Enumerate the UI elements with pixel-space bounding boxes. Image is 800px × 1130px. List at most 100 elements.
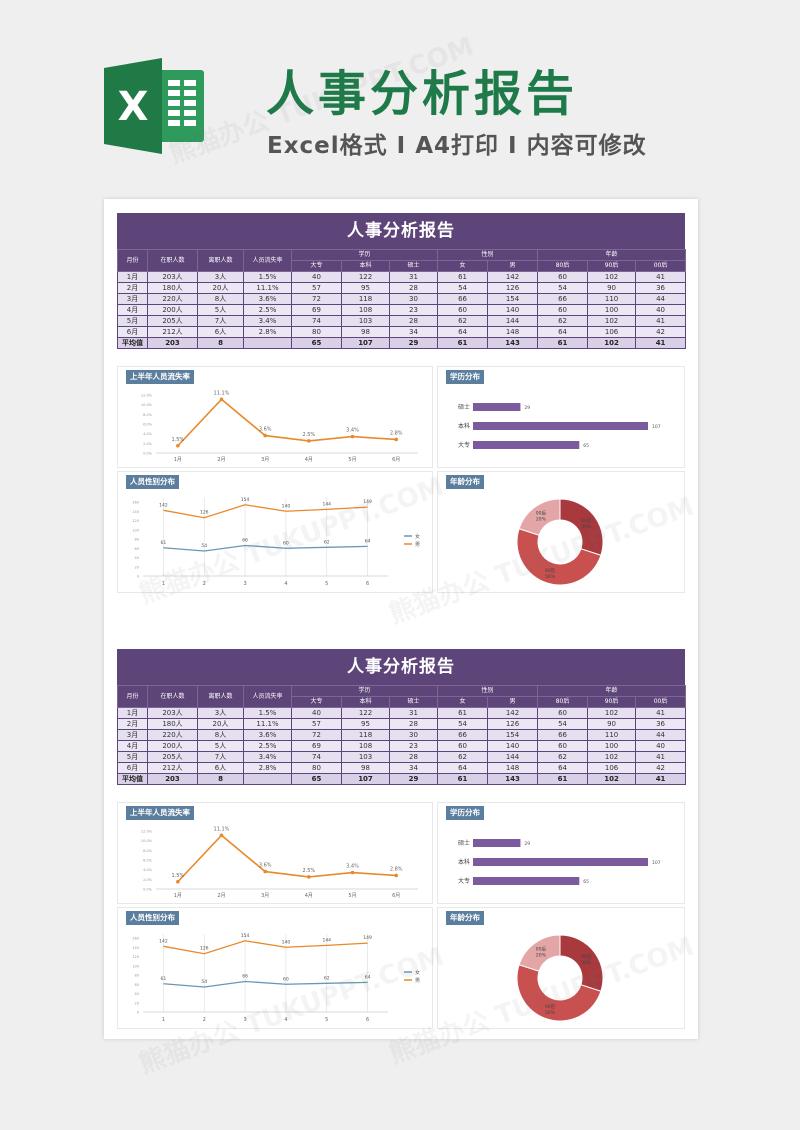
cell-month: 3月: [117, 729, 148, 741]
cell-turnover: 11.1%: [243, 718, 292, 730]
x-tick-label: 2: [203, 581, 206, 587]
header-employed: 在职人数: [147, 249, 198, 272]
gender-series-line: [163, 544, 368, 552]
cell-shuoshi: 28: [388, 282, 439, 294]
cell-employed: 220人: [147, 729, 198, 741]
cell-age00: 41: [635, 751, 687, 763]
data-label: 154: [241, 497, 250, 503]
header-age90: 90后: [587, 696, 637, 708]
y-tick-label: 6.0%: [143, 859, 153, 863]
data-label: 54: [201, 979, 207, 985]
x-tick-label: 5月: [348, 893, 356, 899]
data-label: 61: [161, 540, 167, 546]
header-resigned: 离职人数: [197, 249, 244, 272]
cell-benke: 122: [341, 707, 390, 719]
turnover-chart-panel: 0.0% 2.0% 4.0% 6.0% 8.0% 10.0% 12.0% 1.5% 1月 11.1…: [117, 802, 433, 904]
data-label: 2.5%: [302, 868, 315, 874]
cell-age90: 102: [587, 337, 637, 349]
cell-resigned: 20人: [197, 718, 244, 730]
cell-male: 142: [487, 707, 539, 719]
education-bar-chart: 硕士 29 本科 107 大专 65: [458, 839, 661, 885]
cell-benke: 95: [341, 718, 390, 730]
cell-turnover: 3.6%: [243, 729, 292, 741]
cell-benke: 122: [341, 271, 390, 283]
cell-month: 平均值: [117, 773, 148, 785]
average-row: 平均值 203 8 65 107 29 61 143 61 102 41: [117, 337, 687, 349]
legend-label: 男: [415, 978, 420, 984]
cell-age90: 90: [587, 718, 637, 730]
education-bar: [473, 877, 580, 885]
cell-month: 1月: [117, 271, 148, 283]
gender-chart-title: 人员性别分布: [126, 911, 179, 925]
cell-age90: 106: [587, 762, 637, 774]
data-label: 66: [242, 537, 248, 543]
cell-resigned: 7人: [197, 315, 244, 327]
table-row: 1月 203人 3人 1.5% 40 122 31 61 142 60 102 41: [117, 707, 687, 719]
cell-month: 6月: [117, 326, 148, 338]
data-point: [350, 434, 355, 439]
data-label: 140: [282, 939, 291, 945]
donut-slice: [516, 964, 602, 1022]
y-tick-label: 160: [132, 937, 139, 941]
cell-month: 4月: [117, 740, 148, 752]
age-chart-title: 年龄分布: [446, 475, 484, 489]
bar-category-label: 大专: [458, 441, 470, 449]
education-bar: [473, 403, 521, 411]
cell-female: 62: [437, 315, 489, 327]
header-shuoshi: 硕士: [388, 696, 439, 708]
data-label: 2.8%: [390, 866, 403, 872]
average-row: 平均值 203 8 65 107 29 61 143 61 102 41: [117, 773, 687, 785]
header-month: 月份: [117, 685, 148, 708]
table-row: 6月 212人 6人 2.8% 80 98 34 64 148 64 106 42: [117, 326, 687, 338]
cell-male: 144: [487, 751, 539, 763]
cell-resigned: 6人: [197, 762, 244, 774]
cell-male: 144: [487, 315, 539, 327]
cell-age00: 36: [635, 718, 687, 730]
slice-label: 00后: [536, 510, 547, 517]
cell-month: 2月: [117, 282, 148, 294]
y-tick-label: 60: [135, 547, 139, 551]
header-age90: 90后: [587, 260, 637, 272]
bar-value-label: 65: [583, 879, 589, 885]
cell-benke: 108: [341, 740, 390, 752]
bar-category-label: 本科: [458, 422, 470, 430]
x-tick-label: 4月: [305, 457, 313, 463]
data-label: 3.4%: [346, 428, 359, 434]
page-header: X 人事分析报告 Excel格式 I A4打印 I 内容可修改: [0, 0, 800, 190]
header-education: 学历: [290, 685, 439, 697]
data-point: [307, 439, 311, 443]
y-tick-label: 4.0%: [143, 868, 153, 872]
data-label: 154: [241, 933, 250, 939]
cell-age00: 40: [635, 740, 687, 752]
slice-pct: 50%: [545, 574, 556, 580]
x-tick-label: 6月: [392, 457, 400, 463]
cell-month: 5月: [117, 315, 148, 327]
x-tick-label: 4: [284, 1017, 287, 1023]
gender-series-line: [163, 504, 368, 519]
data-label: 1.5%: [171, 873, 184, 879]
header-month: 月份: [117, 249, 148, 272]
data-label: 54: [201, 543, 207, 549]
cell-shuoshi: 29: [388, 773, 439, 785]
cell-female: 60: [437, 304, 489, 316]
cell-benke: 103: [341, 315, 390, 327]
cell-employed: 203: [147, 773, 198, 785]
cell-dazhuan: 65: [291, 773, 342, 785]
y-tick-label: 40: [135, 556, 139, 560]
y-tick-label: 6.0%: [143, 423, 153, 427]
cell-employed: 180人: [147, 282, 198, 294]
table-row: 5月 205人 7人 3.4% 74 103 28 62 144 62 102 41: [117, 315, 687, 327]
cell-shuoshi: 31: [388, 271, 439, 283]
header-age80: 80后: [537, 696, 589, 708]
data-label: 3.6%: [259, 427, 272, 433]
cell-employed: 203人: [147, 707, 198, 719]
cell-turnover: 11.1%: [243, 282, 292, 294]
x-tick-label: 2月: [217, 893, 225, 899]
x-tick-label: 5月: [348, 457, 356, 463]
cell-age00: 41: [635, 707, 687, 719]
logo-letter: X: [118, 84, 149, 130]
x-tick-label: 2: [203, 1017, 206, 1023]
cell-dazhuan: 57: [291, 718, 342, 730]
y-tick-label: 140: [132, 946, 139, 950]
y-tick-label: 12.0%: [141, 394, 153, 398]
